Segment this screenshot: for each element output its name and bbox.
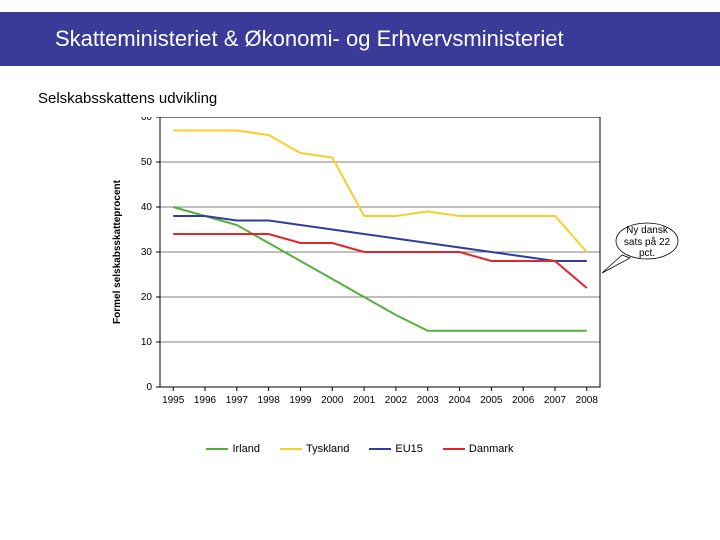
callout-line2: sats på 22: [624, 237, 670, 248]
legend-swatch: [280, 448, 302, 450]
legend-item-EU15: EU15: [369, 443, 423, 455]
callout-line1: Ny dansk: [626, 225, 668, 236]
callout-line3: pct.: [639, 248, 655, 259]
legend-swatch: [443, 448, 465, 450]
legend-item-Tyskland: Tyskland: [280, 443, 349, 455]
legend-swatch: [369, 448, 391, 450]
svg-text:20: 20: [141, 292, 153, 303]
svg-text:2004: 2004: [448, 395, 471, 406]
page-title: Skatteministeriet & Økonomi- og Erhvervs…: [55, 26, 564, 51]
svg-text:0: 0: [146, 382, 152, 393]
svg-text:Formel selskabsskatteprocent: Formel selskabsskatteprocent: [112, 179, 123, 324]
series-EU15: [173, 216, 587, 261]
page-header: Skatteministeriet & Økonomi- og Erhvervs…: [0, 12, 720, 66]
svg-text:2000: 2000: [321, 395, 344, 406]
svg-text:50: 50: [141, 157, 153, 168]
legend-label: Danmark: [469, 443, 514, 455]
svg-text:10: 10: [141, 337, 153, 348]
svg-text:1995: 1995: [162, 395, 185, 406]
callout-text: Ny dansk sats på 22 pct.: [616, 225, 678, 260]
legend-swatch: [206, 448, 228, 450]
svg-text:1999: 1999: [289, 395, 312, 406]
svg-text:30: 30: [141, 247, 153, 258]
legend-label: Tyskland: [306, 443, 349, 455]
svg-text:40: 40: [141, 202, 153, 213]
svg-text:2008: 2008: [576, 395, 599, 406]
svg-text:2002: 2002: [385, 395, 408, 406]
chart-legend: Irland Tyskland EU15 Danmark: [0, 443, 720, 455]
svg-text:1997: 1997: [226, 395, 249, 406]
svg-text:1996: 1996: [194, 395, 217, 406]
svg-text:2005: 2005: [480, 395, 503, 406]
chart-container: 0 10 20 30 40 50 60 Formel selskabsskatteprocen…: [0, 117, 720, 437]
series-Irland: [173, 207, 587, 331]
chart-subtitle: Selskabsskattens udvikling: [38, 90, 720, 107]
svg-text:60: 60: [141, 117, 153, 123]
svg-text:2007: 2007: [544, 395, 567, 406]
svg-text:2003: 2003: [417, 395, 440, 406]
legend-item-Danmark: Danmark: [443, 443, 514, 455]
svg-text:1998: 1998: [258, 395, 281, 406]
svg-text:2006: 2006: [512, 395, 535, 406]
series-Danmark: [173, 234, 587, 288]
legend-label: EU15: [395, 443, 423, 455]
legend-item-Irland: Irland: [206, 443, 260, 455]
svg-text:2001: 2001: [353, 395, 376, 406]
legend-label: Irland: [232, 443, 260, 455]
